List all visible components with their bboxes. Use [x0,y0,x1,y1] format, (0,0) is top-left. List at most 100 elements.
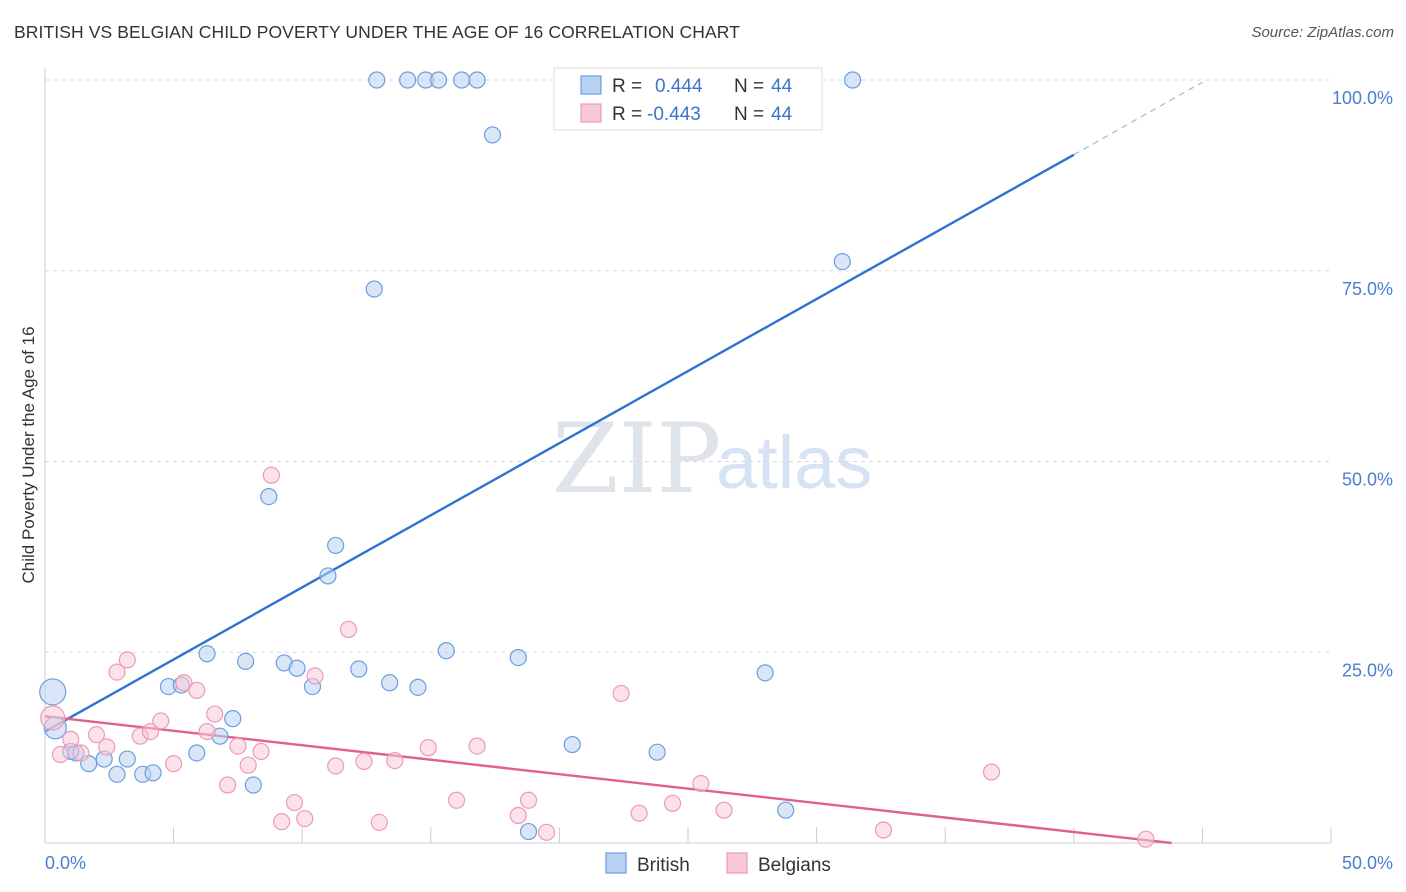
x-tick-label-min: 0.0% [45,853,86,873]
british-n-label: N = [734,76,764,97]
british-point [453,71,471,89]
british-point [833,252,851,271]
british-point [288,659,306,677]
belgians-point [108,663,126,681]
belgians-point [87,726,106,744]
belgians-point [715,801,733,819]
belgians-point [51,745,70,764]
belgians-point [118,651,136,669]
british-point [429,71,448,89]
british-swatch-icon [580,75,602,95]
british-point [519,822,538,841]
belgians-point [296,809,314,828]
x-tick-label-max: 50.0% [1342,853,1393,873]
belgians-trend-line [44,715,1172,845]
belgians-point [188,681,206,700]
belgians-swatch-icon [580,103,602,123]
belgians-point [252,742,270,761]
belgians-point [447,791,466,809]
belgians-point [468,737,486,755]
british-point [39,678,67,706]
british-point [224,710,242,728]
watermark-zip: ZIP [552,403,721,515]
belgians-n-label: N = [734,104,764,125]
belgians-point [72,744,90,762]
belgians-r-value: -0.443 [647,104,701,125]
belgians-point [141,723,160,741]
belgians-point [509,806,527,825]
belgians-point [62,730,80,748]
belgians-point [285,793,304,812]
british-point [108,765,126,783]
belgians-point [663,794,682,812]
belgians-n-value: 44 [771,104,793,125]
british-point [509,648,527,667]
belgians-point [306,667,324,685]
belgians-point [370,813,388,831]
legend-british-label: British [637,855,690,876]
british-point [756,664,774,682]
tick-labels: 100.0% 75.0% 50.0% 25.0% 0.0% 50.0% [45,88,1393,873]
british-point [409,678,427,696]
british-point [350,660,368,678]
y-tick-label: 25.0% [1342,660,1393,680]
belgians-point [327,757,345,775]
belgians-point [386,751,404,770]
source-credit: Source: ZipAtlas.com [1251,24,1394,41]
british-trend-line-extension [1073,81,1203,156]
british-point [844,71,862,89]
belgians-point [40,705,66,731]
belgians-point [152,712,170,730]
belgians-point [206,705,224,723]
belgians-point [239,756,257,774]
british-point [237,652,255,671]
british-point [648,743,666,761]
belgians-point [612,684,630,703]
belgians-point [874,821,893,839]
british-point [437,642,455,660]
british-point [563,735,581,754]
belgians-point [982,763,1001,781]
y-tick-label: 75.0% [1342,279,1393,299]
legend-belgians-icon [726,852,748,874]
trend-lines [44,81,1203,845]
belgians-point [419,739,437,757]
british-point [327,536,345,555]
watermark-atlas: atlas [716,421,872,504]
gridlines [45,79,1331,653]
belgians-point [262,466,280,484]
british-point [188,744,206,762]
british-n-value: 44 [771,76,793,97]
belgians-point [198,723,216,741]
british-point [260,487,278,506]
y-axis-label: Child Poverty Under the Age of 16 [19,326,38,583]
belgians-point [219,776,237,794]
belgians-point [339,620,358,638]
british-point [144,764,162,782]
belgians-point [1137,830,1155,848]
legend-belgians-label: Belgians [758,855,831,876]
belgians-point [630,804,648,822]
belgians-point [273,813,291,831]
y-tick-label: 100.0% [1332,88,1393,108]
belgians-point [355,752,373,770]
legend-british-icon [605,852,627,874]
british-point [468,71,486,89]
stats-legend: R = 0.444 N = 44 R = -0.443 N = 44 [553,67,823,131]
british-point [365,280,383,298]
british-r-value: 0.444 [655,76,703,97]
british-point [777,801,795,819]
belgians-point [692,774,710,793]
series-legend: British Belgians [605,852,831,876]
british-r-label: R = [612,76,642,97]
belgians-point [229,737,247,755]
british-point [399,71,417,89]
british-trend-line [44,153,1075,733]
british-point [483,126,502,144]
belgians-point [165,755,183,773]
british-point [244,776,262,794]
belgians-point [98,738,116,756]
data-points [39,71,1155,848]
british-point [319,567,337,585]
